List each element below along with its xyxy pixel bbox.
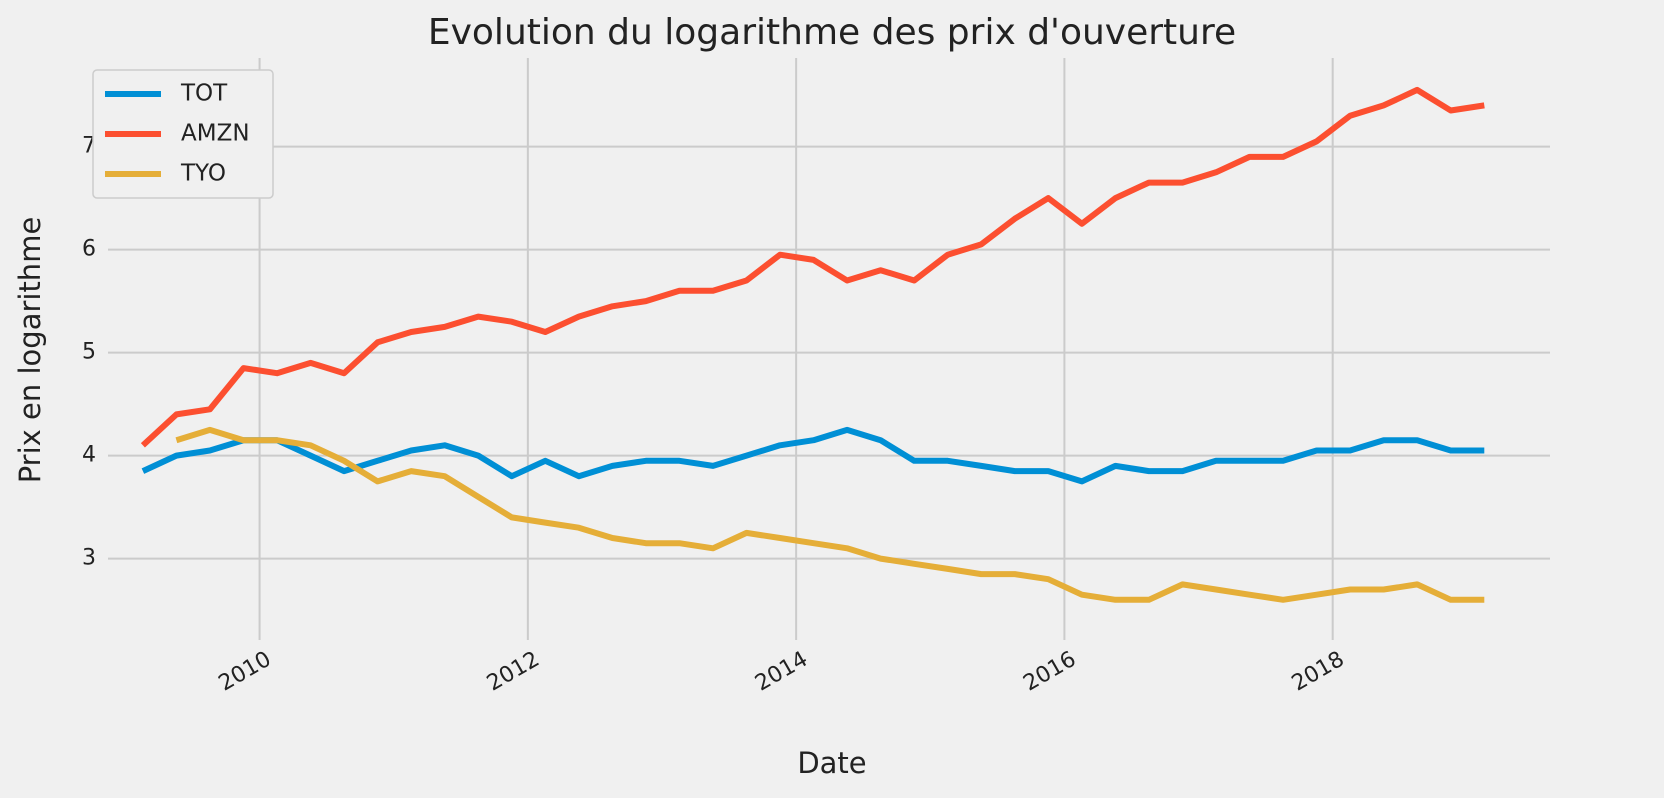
y-tick-label: 3 (82, 546, 96, 571)
line-series (175, 426, 1485, 603)
lines (140, 86, 1485, 603)
legend-label: TYO (180, 161, 226, 187)
y-tick-label: 6 (82, 237, 96, 262)
legend: TOT AMZN TYO (92, 69, 274, 199)
x-axis-label: Date (797, 746, 866, 780)
legend-label: AMZN (181, 121, 250, 147)
legend-label: TOT (180, 81, 228, 107)
y-tick-label: 4 (82, 443, 96, 468)
line-series (140, 86, 1485, 448)
y-tick-label: 5 (82, 340, 96, 365)
line-series (141, 426, 1485, 485)
y-axis-label: Prix en logarithme (13, 217, 47, 484)
legend-box (92, 69, 274, 199)
chart-title: Evolution du logarithme des prix d'ouver… (428, 12, 1236, 53)
